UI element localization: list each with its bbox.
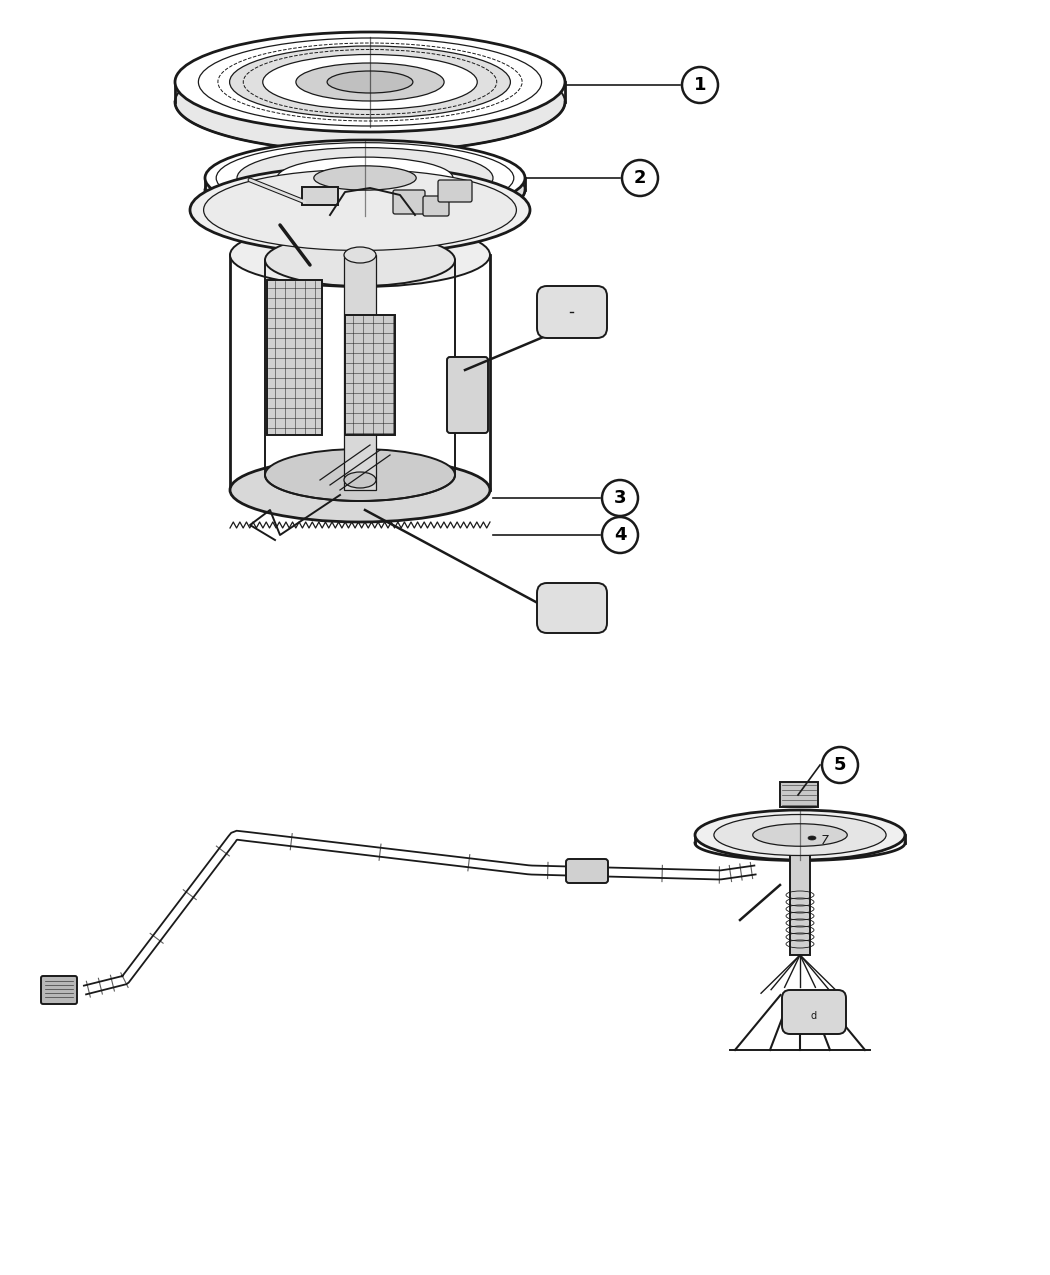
Circle shape <box>822 747 858 783</box>
Text: 7: 7 <box>821 835 830 848</box>
Ellipse shape <box>277 157 453 199</box>
FancyBboxPatch shape <box>537 583 607 632</box>
Ellipse shape <box>230 46 510 119</box>
Bar <box>267 280 322 435</box>
Ellipse shape <box>204 170 517 250</box>
FancyBboxPatch shape <box>780 782 818 807</box>
FancyBboxPatch shape <box>438 180 472 201</box>
Ellipse shape <box>296 62 444 101</box>
Ellipse shape <box>344 472 376 488</box>
Bar <box>790 843 810 955</box>
Ellipse shape <box>695 810 905 861</box>
Text: 2: 2 <box>634 170 646 187</box>
FancyBboxPatch shape <box>423 196 449 215</box>
Ellipse shape <box>175 52 565 152</box>
Ellipse shape <box>216 143 513 213</box>
Ellipse shape <box>198 38 542 126</box>
Ellipse shape <box>314 166 416 190</box>
Ellipse shape <box>237 148 494 208</box>
Text: 5: 5 <box>834 756 846 774</box>
Circle shape <box>622 159 658 196</box>
Ellipse shape <box>262 55 478 110</box>
Ellipse shape <box>175 32 565 133</box>
Circle shape <box>602 516 638 553</box>
Ellipse shape <box>808 836 816 840</box>
Ellipse shape <box>714 815 886 856</box>
Ellipse shape <box>265 235 455 286</box>
Text: d: d <box>811 1011 817 1021</box>
Ellipse shape <box>230 223 490 287</box>
Ellipse shape <box>205 152 525 228</box>
Ellipse shape <box>205 140 525 215</box>
FancyBboxPatch shape <box>393 190 425 214</box>
Circle shape <box>682 68 718 103</box>
Ellipse shape <box>753 824 847 847</box>
FancyBboxPatch shape <box>566 859 608 884</box>
FancyBboxPatch shape <box>41 975 77 1003</box>
Ellipse shape <box>328 71 413 93</box>
FancyBboxPatch shape <box>782 989 846 1034</box>
FancyBboxPatch shape <box>537 286 607 338</box>
FancyBboxPatch shape <box>447 357 488 434</box>
Ellipse shape <box>190 166 530 254</box>
Text: 4: 4 <box>614 527 626 544</box>
Text: 3: 3 <box>614 490 626 507</box>
Bar <box>344 255 376 490</box>
FancyBboxPatch shape <box>302 187 338 205</box>
Bar <box>345 315 395 435</box>
Ellipse shape <box>230 458 490 521</box>
Circle shape <box>602 479 638 516</box>
Ellipse shape <box>265 449 455 501</box>
Ellipse shape <box>344 247 376 263</box>
Text: 1: 1 <box>694 76 707 94</box>
